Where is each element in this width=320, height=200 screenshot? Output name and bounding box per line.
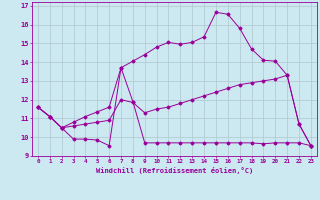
X-axis label: Windchill (Refroidissement éolien,°C): Windchill (Refroidissement éolien,°C) [96, 167, 253, 174]
